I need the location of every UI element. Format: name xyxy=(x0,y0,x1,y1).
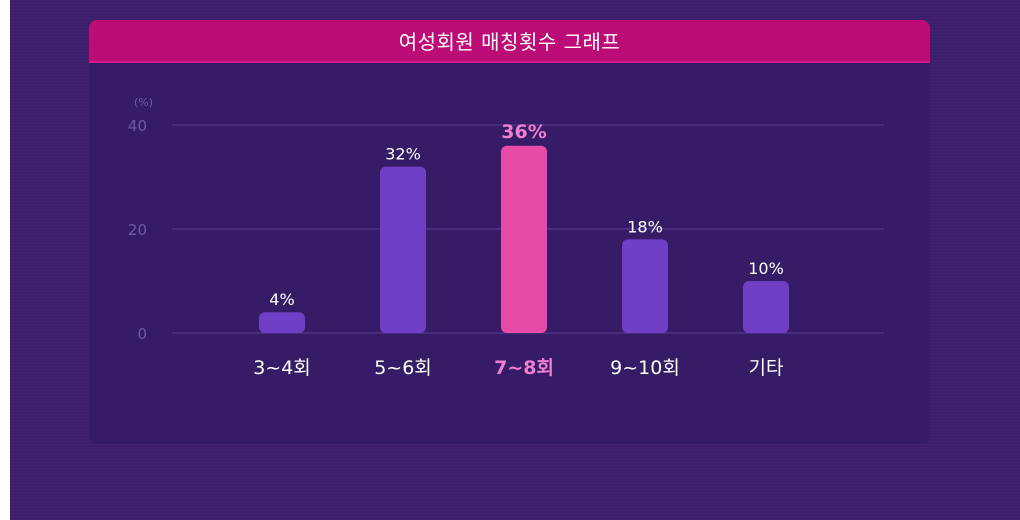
data-label: 18% xyxy=(627,217,663,236)
y-axis-unit-label: (%) xyxy=(134,96,153,109)
bar-chart: (%) 0 20 40 4% 3~4회 32% 5~6회 36% 7~8회 18% 9~10회 10% 기… xyxy=(128,96,884,379)
data-label: 10% xyxy=(748,259,784,278)
y-tick-label: 0 xyxy=(137,325,147,343)
bar xyxy=(380,166,426,333)
bar xyxy=(501,145,547,333)
bar xyxy=(259,312,305,333)
data-label: 32% xyxy=(385,145,421,164)
y-tick-label: 20 xyxy=(128,221,147,239)
chart-title: 여성회원 매칭횟수 그래프 xyxy=(398,30,621,54)
x-tick-label: 기타 xyxy=(749,357,784,379)
bar xyxy=(622,239,668,333)
x-tick-label: 7~8회 xyxy=(494,357,554,379)
chart-panel: 여성회원 매칭횟수 그래프 (%) 0 20 40 4% 3~4회 32% 5~6회 36% 7~… xyxy=(89,20,930,444)
y-tick-label: 40 xyxy=(128,117,147,135)
x-tick-label: 5~6회 xyxy=(374,357,432,379)
data-label: 36% xyxy=(501,121,546,143)
x-tick-label: 9~10회 xyxy=(610,357,680,379)
data-label: 4% xyxy=(269,290,294,309)
x-tick-label: 3~4회 xyxy=(253,357,311,379)
bar xyxy=(743,281,789,333)
chart-header: 여성회원 매칭횟수 그래프 xyxy=(89,20,930,63)
